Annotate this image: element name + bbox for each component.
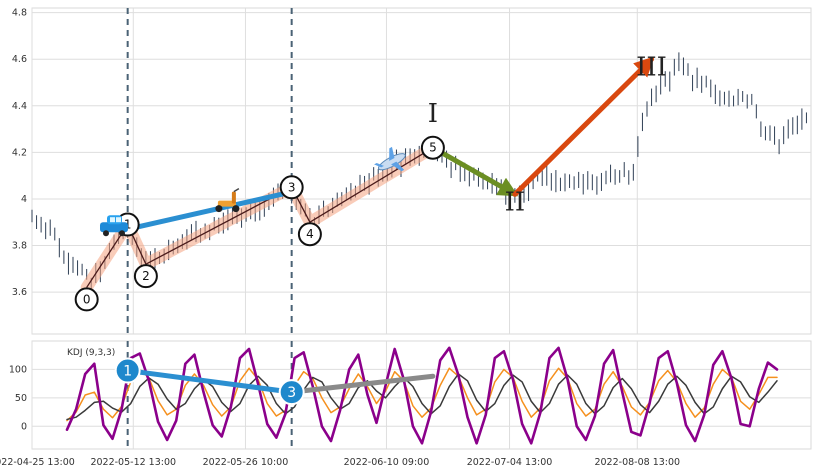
kdj-pivot-marker xyxy=(114,357,141,384)
scooter-body xyxy=(217,200,236,207)
x-tick-label: 2022-06-10 09:00 xyxy=(344,457,430,468)
kdj-panel-background xyxy=(31,340,812,450)
pivot-marker-circle xyxy=(297,222,322,247)
car-window xyxy=(110,217,115,223)
price-y-tick-label: 3.8 xyxy=(12,241,27,252)
scooter-handle xyxy=(233,187,240,193)
price-y-tick-label: 4.2 xyxy=(12,147,27,158)
scooter-stem xyxy=(231,191,236,204)
car-body xyxy=(100,222,128,233)
plane-wing xyxy=(391,161,405,172)
projection-arrow xyxy=(512,56,655,197)
kdj-panel: 0 50 100 2022-04-25 13:00 2022-05-12 13:00 20… xyxy=(0,340,812,468)
x-tick-label: 2022-07-04 13:00 xyxy=(467,457,553,468)
car-icon xyxy=(100,215,128,237)
wave-label: II xyxy=(505,188,526,218)
x-tick-label: 2022-08-08 13:00 xyxy=(594,457,680,468)
pivot-marker-label: 0 xyxy=(83,292,91,306)
plane-tail xyxy=(374,162,384,168)
pivot-marker-label: 4 xyxy=(306,227,314,241)
pivot-marker-circle xyxy=(279,175,304,200)
kdj-gray-connector xyxy=(289,373,436,395)
price-panel: 3.63.844.24.44.64.8012345IIIIII xyxy=(12,7,812,335)
kdj-y-tick-label: 0 xyxy=(21,421,27,432)
pivot-marker-circle xyxy=(420,135,445,160)
kdj-blue-connector xyxy=(125,368,295,395)
kdj-y-tick-label: 50 xyxy=(15,393,27,404)
kdj-line-j xyxy=(65,346,779,445)
pivot-marker-label: 2 xyxy=(142,269,150,283)
airplane-icon xyxy=(374,146,406,172)
x-tick-label: 2022-04-25 13:00 xyxy=(0,457,75,468)
kdj-line-k xyxy=(66,367,778,422)
pivot-marker-label: 5 xyxy=(429,141,437,155)
x-tick-label: 2022-05-26 10:00 xyxy=(203,457,289,468)
scooter-wheel xyxy=(215,205,223,213)
wave-label: III xyxy=(636,53,667,83)
pivot-marker-label: 3 xyxy=(288,180,296,194)
kdj-pivot-marker xyxy=(278,379,305,406)
kdj-pivot-label: 3 xyxy=(287,385,296,401)
kdj-indicator-label: KDJ (9,3,3) xyxy=(67,348,115,358)
scooter-wheel xyxy=(232,205,240,213)
price-y-tick-label: 4.6 xyxy=(12,54,27,65)
car-wheel xyxy=(119,230,125,237)
blue-connector-line xyxy=(125,189,295,232)
car-wheel xyxy=(103,230,109,237)
pivot-marker-circle xyxy=(133,264,158,289)
kdj-y-tick-label: 100 xyxy=(9,364,27,375)
chart-layers: 3.63.844.24.44.64.8012345IIIIII050100202… xyxy=(0,7,812,468)
price-y-tick-label: 4.4 xyxy=(12,101,27,112)
price-y-tick-label: 4 xyxy=(21,194,27,205)
kdj-line-d xyxy=(66,373,778,421)
price-y-tick-label: 4.8 xyxy=(12,8,27,19)
plane-wing xyxy=(389,146,395,161)
pivot-marker-circle xyxy=(74,287,99,312)
price-panel-background xyxy=(31,7,812,335)
kdj-pivot-label: 1 xyxy=(123,364,132,380)
scooter-icon xyxy=(215,187,240,213)
projection-arrow xyxy=(430,145,519,197)
car-window xyxy=(116,217,121,223)
price-y-tick-label: 3.6 xyxy=(12,287,27,298)
wave-label: I xyxy=(428,99,438,129)
x-tick-label: 2022-05-12 13:00 xyxy=(90,457,176,468)
